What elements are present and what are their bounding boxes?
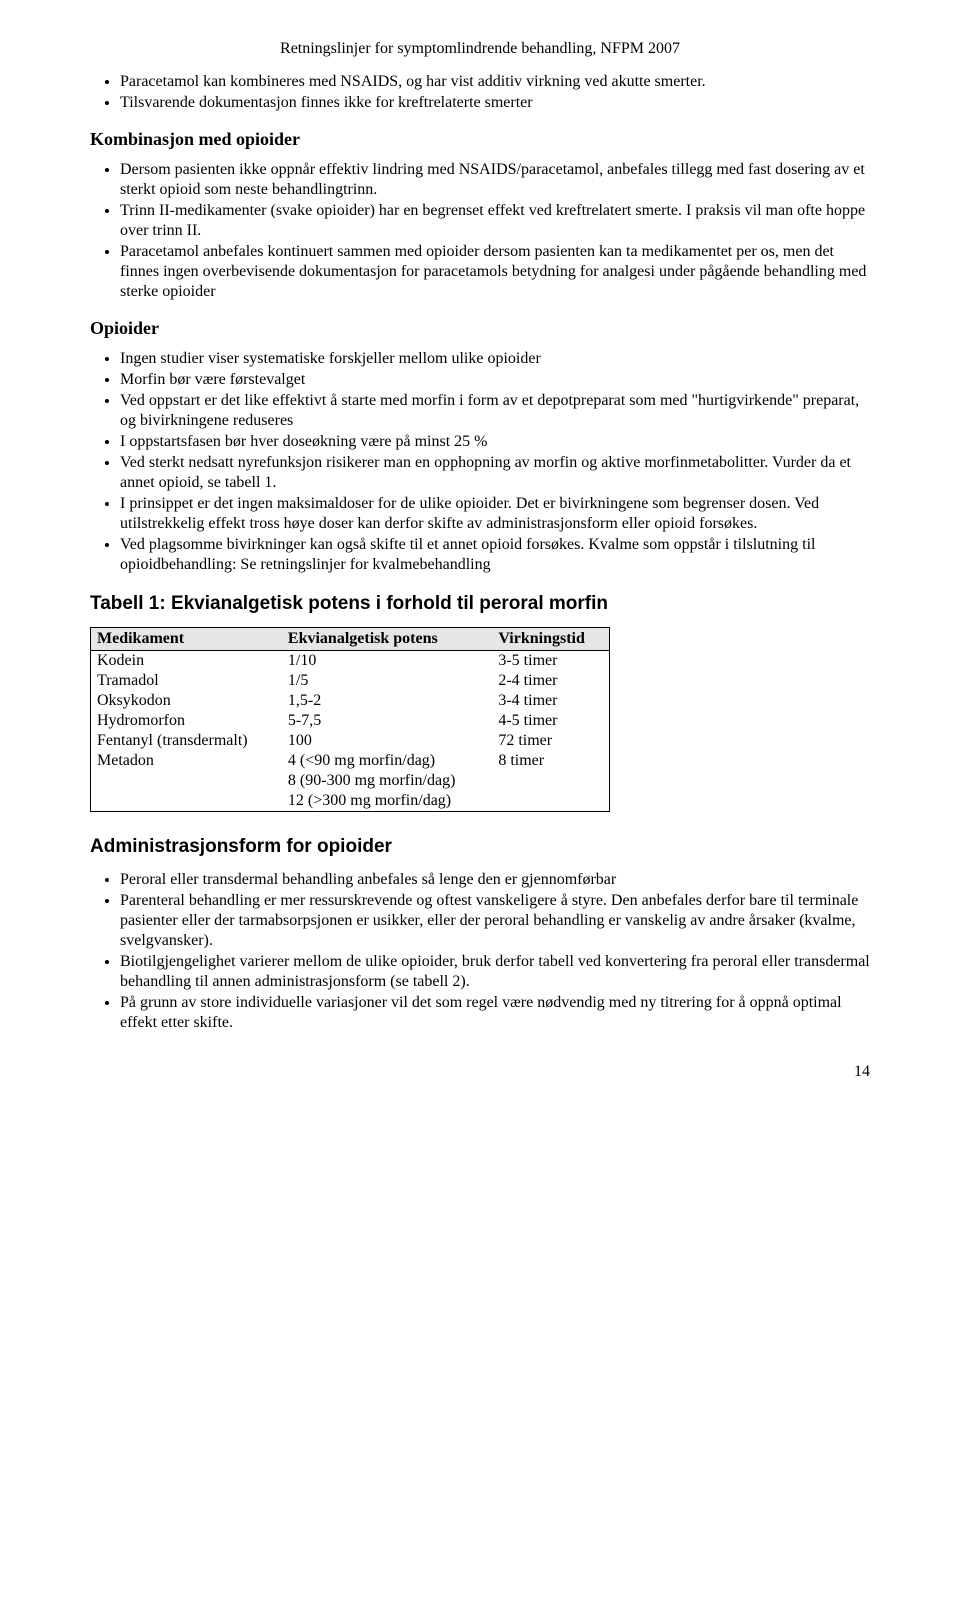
table-cell: Metadon [91,751,282,812]
table-row: Hydromorfon 5-7,5 4-5 timer [91,711,610,731]
list-item: Morfin bør være førstevalget [120,370,870,390]
table-cell: Fentanyl (transdermalt) [91,731,282,751]
opioider-bullet-list: Ingen studier viser systematiske forskje… [90,349,870,575]
table-cell: 5-7,5 [282,711,492,731]
list-item: Paracetamol anbefales kontinuert sammen … [120,242,870,302]
list-item: Trinn II-medikamenter (svake opioider) h… [120,201,870,241]
table-row: Tramadol 1/5 2-4 timer [91,671,610,691]
table-cell: 4-5 timer [492,711,609,731]
page-header: Retningslinjer for symptomlindrende beha… [90,40,870,58]
list-item: I oppstartsfasen bør hver doseøkning vær… [120,432,870,452]
admin-bullet-list: Peroral eller transdermal behandling anb… [90,870,870,1033]
table-row: Kodein 1/10 3-5 timer [91,651,610,672]
table1-title: Tabell 1: Ekvianalgetisk potens i forhol… [90,593,870,615]
table-cell: 3-4 timer [492,691,609,711]
table-row: Fentanyl (transdermalt) 100 72 timer [91,731,610,751]
equivalence-table: Medikament Ekvianalgetisk potens Virknin… [90,627,610,812]
table-cell: Hydromorfon [91,711,282,731]
page-number: 14 [90,1063,870,1081]
list-item: Tilsvarende dokumentasjon finnes ikke fo… [120,93,870,113]
list-item: Dersom pasienten ikke oppnår effektiv li… [120,160,870,200]
kombinasjon-bullet-list: Dersom pasienten ikke oppnår effektiv li… [90,160,870,302]
list-item: Ved oppstart er det like effektivt å sta… [120,391,870,431]
table-cell: 3-5 timer [492,651,609,672]
table-cell: 1/10 [282,651,492,672]
table-cell: 1/5 [282,671,492,691]
table-header-cell: Ekvianalgetisk potens [282,628,492,651]
section-heading-opioider: Opioider [90,318,870,339]
list-item: Paracetamol kan kombineres med NSAIDS, o… [120,72,870,92]
table-header-cell: Medikament [91,628,282,651]
table-header-row: Medikament Ekvianalgetisk potens Virknin… [91,628,610,651]
table-cell: Tramadol [91,671,282,691]
table-row: Metadon 4 (<90 mg morfin/dag) 8 (90-300 … [91,751,610,812]
list-item: Parenteral behandling er mer ressurskrev… [120,891,870,951]
table-cell: 1,5-2 [282,691,492,711]
table-cell: 8 timer [492,751,609,812]
table-cell: 2-4 timer [492,671,609,691]
list-item: Ingen studier viser systematiske forskje… [120,349,870,369]
table-cell: 4 (<90 mg morfin/dag) 8 (90-300 mg morfi… [282,751,492,812]
document-page: Retningslinjer for symptomlindrende beha… [0,0,960,1121]
section-heading-kombinasjon: Kombinasjon med opioider [90,129,870,150]
intro-bullet-list: Paracetamol kan kombineres med NSAIDS, o… [90,72,870,113]
table-header-cell: Virkningstid [492,628,609,651]
list-item: Peroral eller transdermal behandling anb… [120,870,870,890]
table-row: Oksykodon 1,5-2 3-4 timer [91,691,610,711]
list-item: På grunn av store individuelle variasjon… [120,993,870,1033]
list-item: Biotilgjengelighet varierer mellom de ul… [120,952,870,992]
table-cell: 100 [282,731,492,751]
list-item: Ved plagsomme bivirkninger kan også skif… [120,535,870,575]
table-cell: Kodein [91,651,282,672]
table-cell: Oksykodon [91,691,282,711]
list-item: I prinsippet er det ingen maksimaldoser … [120,494,870,534]
section-heading-admin: Administrasjonsform for opioider [90,836,870,858]
list-item: Ved sterkt nedsatt nyrefunksjon risikere… [120,453,870,493]
table-cell: 72 timer [492,731,609,751]
